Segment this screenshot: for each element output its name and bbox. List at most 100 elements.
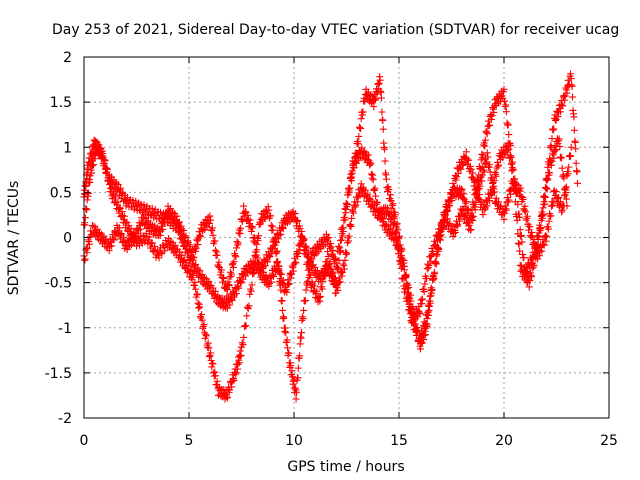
data-point: [248, 281, 256, 289]
data-point: [325, 261, 333, 269]
data-point: [572, 159, 580, 167]
data-point: [541, 193, 549, 201]
x-tick-label: 5: [185, 433, 194, 449]
data-point: [301, 246, 309, 254]
data-point: [474, 194, 482, 202]
data-point: [538, 210, 546, 218]
data-point: [388, 201, 396, 209]
data-point: [319, 277, 327, 285]
data-point: [299, 235, 307, 243]
data-point: [368, 174, 376, 182]
data-point: [278, 297, 286, 305]
data-point: [89, 161, 97, 169]
data-point: [259, 217, 267, 225]
data-point: [288, 270, 296, 278]
data-point: [95, 144, 103, 152]
data-point: [357, 124, 365, 132]
tick-labels: 0 5 10 15 20 25 -2 -1.5 -1 -0.5 0 0.5 1 1.5 2: [45, 50, 618, 449]
data-point: [572, 145, 580, 153]
data-point: [504, 146, 512, 154]
data-point: [229, 263, 237, 271]
data-point: [549, 126, 557, 134]
data-point: [298, 329, 305, 337]
data-point: [265, 253, 273, 261]
data-point: [208, 363, 216, 371]
data-point: [471, 206, 479, 214]
data-point: [463, 214, 471, 222]
data-point: [405, 305, 413, 313]
data-point: [508, 167, 516, 175]
data-point: [205, 344, 213, 352]
data-point: [215, 258, 223, 266]
data-point: [364, 190, 372, 198]
data-point: [513, 213, 521, 221]
data-point: [464, 157, 472, 165]
data-point: [559, 102, 567, 110]
data-point: [352, 149, 360, 157]
data-point: [208, 224, 216, 232]
data-point: [238, 339, 246, 347]
data-point: [574, 179, 581, 187]
data-point: [416, 310, 424, 318]
data-point: [287, 362, 295, 370]
data-point: [426, 292, 434, 300]
data-point: [478, 177, 486, 185]
data-point: [324, 248, 332, 256]
data-point: [500, 85, 508, 93]
data-point: [423, 274, 431, 282]
data-point: [289, 267, 297, 275]
data-point: [504, 121, 512, 129]
data-point: [269, 226, 277, 234]
data-point: [255, 258, 263, 266]
data-point: [301, 297, 309, 305]
data-point: [484, 122, 492, 130]
data-point: [330, 276, 338, 284]
data-point: [567, 143, 575, 151]
data-point: [342, 250, 350, 258]
data-point: [354, 198, 362, 206]
data-point: [158, 222, 166, 230]
data-point: [246, 290, 254, 298]
y-tick-label: 2: [63, 50, 72, 66]
data-point: [483, 202, 491, 210]
data-point: [237, 351, 245, 359]
data-point: [306, 265, 314, 273]
data-point: [343, 249, 351, 257]
data-point: [250, 237, 258, 245]
data-point: [441, 211, 449, 219]
y-tick-label: -0.5: [45, 276, 72, 292]
data-point: [369, 176, 377, 184]
data-point: [495, 198, 503, 206]
data-point: [189, 270, 197, 278]
data-point: [383, 184, 391, 192]
data-point: [390, 215, 398, 223]
data-point: [130, 239, 138, 247]
data-point: [549, 151, 557, 159]
data-point: [382, 175, 390, 183]
data-point: [267, 278, 275, 286]
data-point: [327, 240, 335, 248]
data-point: [465, 156, 473, 164]
data-point: [205, 353, 213, 361]
data-point: [190, 282, 198, 290]
data-point: [558, 154, 566, 162]
data-point: [361, 186, 369, 194]
data-point: [116, 204, 124, 212]
data-point: [519, 250, 527, 258]
data-point: [213, 251, 221, 259]
data-point: [449, 232, 457, 240]
x-tick-label: 0: [80, 433, 89, 449]
data-point: [244, 211, 252, 219]
data-point: [396, 232, 404, 240]
data-point: [145, 233, 153, 241]
data-point: [107, 184, 115, 192]
data-point: [426, 253, 434, 261]
data-point: [445, 202, 453, 210]
data-point: [488, 112, 496, 120]
data-point: [156, 227, 164, 235]
data-point: [304, 266, 312, 274]
data-point: [570, 126, 578, 134]
data-point: [103, 164, 110, 172]
data-point: [492, 172, 500, 180]
data-point: [462, 199, 470, 207]
